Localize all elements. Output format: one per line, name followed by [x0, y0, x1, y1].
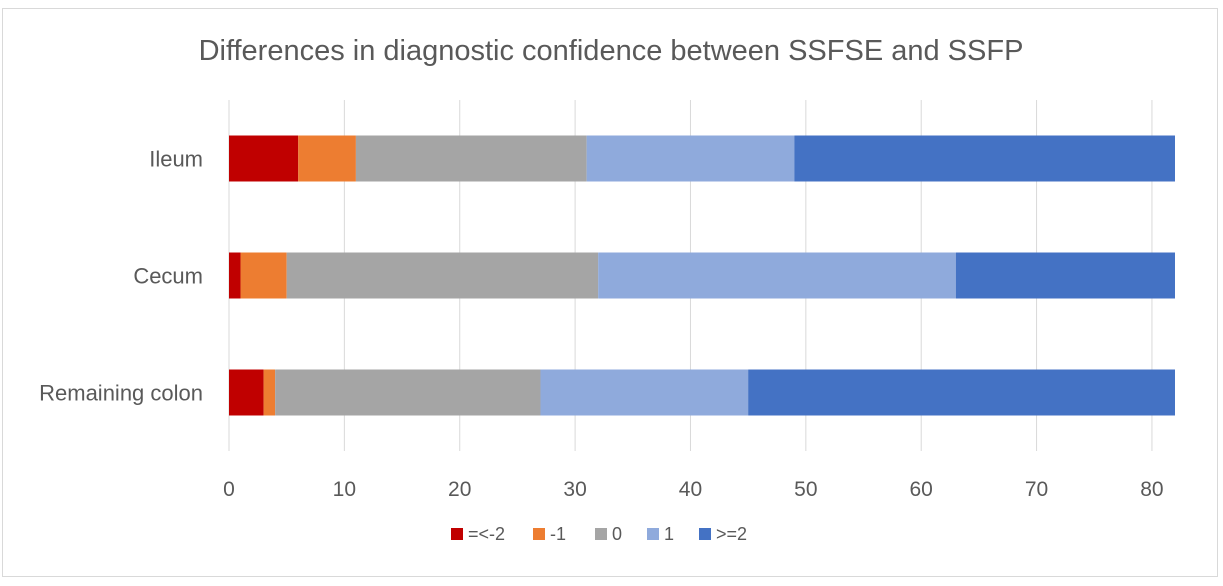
category-label-cecum: Cecum [133, 264, 203, 289]
legend-swatch-3 [647, 528, 659, 540]
x-tick-label-10: 10 [333, 478, 356, 501]
bar-remaining-colon-series-2 [275, 369, 541, 416]
bar-cecum-series-2 [286, 252, 599, 299]
x-tick-labels: 0 10 20 30 40 50 60 70 80 [223, 478, 1163, 501]
chart-title: Differences in diagnostic confidence bet… [199, 35, 1024, 67]
legend-label-4: >=2 [716, 524, 747, 544]
legend-label-3: 1 [664, 524, 674, 544]
bar-remaining-colon-series-4 [748, 369, 1175, 416]
legend-swatch-0 [451, 528, 463, 540]
bar-ileum-series-3 [586, 135, 795, 182]
legend-label-0: =<-2 [468, 524, 505, 544]
x-tick-label-80: 80 [1140, 478, 1163, 501]
category-label-ileum: Ileum [149, 147, 203, 172]
bar-remaining-colon-series-0 [229, 369, 264, 416]
x-tick-label-0: 0 [223, 478, 235, 501]
bar-cecum-series-1 [240, 252, 287, 299]
legend-label-2: 0 [612, 524, 622, 544]
x-tick-label-20: 20 [448, 478, 471, 501]
bar-remaining-colon-series-1 [263, 369, 276, 416]
bar-remaining-colon-series-3 [540, 369, 749, 416]
x-tick-label-50: 50 [794, 478, 817, 501]
bar-cecum-series-4 [955, 252, 1175, 299]
bar-ileum-series-2 [355, 135, 587, 182]
legend: =<-2 -1 0 1 >=2 [451, 524, 747, 544]
x-tick-label-40: 40 [679, 478, 702, 501]
legend-label-1: -1 [550, 524, 566, 544]
legend-swatch-2 [595, 528, 607, 540]
category-label-remaining-colon: Remaining colon [39, 381, 203, 406]
x-tick-label-70: 70 [1025, 478, 1048, 501]
x-tick-label-60: 60 [910, 478, 933, 501]
bar-ileum-series-0 [229, 135, 299, 182]
category-labels: Ileum Cecum Remaining colon [39, 147, 203, 406]
x-tick-label-30: 30 [563, 478, 586, 501]
bar-ileum-series-4 [794, 135, 1175, 182]
bars [229, 135, 1175, 416]
bar-ileum-series-1 [298, 135, 356, 182]
legend-swatch-4 [699, 528, 711, 540]
bar-cecum-series-0 [229, 252, 241, 299]
bar-cecum-series-3 [598, 252, 956, 299]
legend-swatch-1 [533, 528, 545, 540]
